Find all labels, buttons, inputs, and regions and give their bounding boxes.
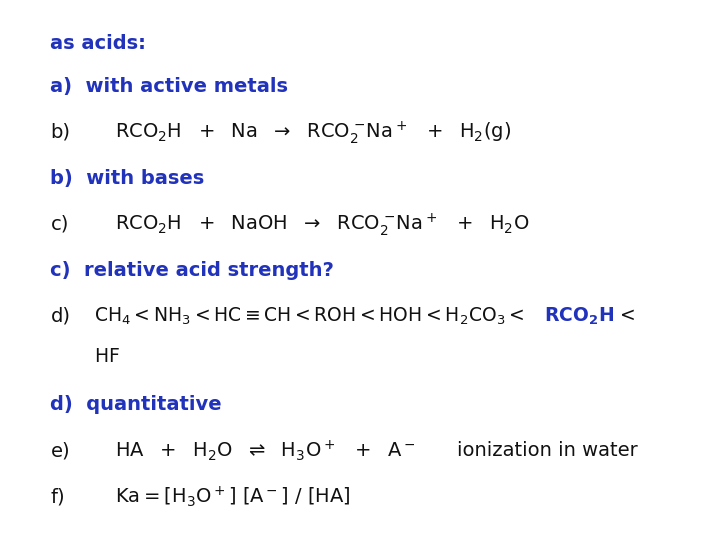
Text: f): f) xyxy=(50,487,65,507)
Text: c)  relative acid strength?: c) relative acid strength? xyxy=(50,260,334,280)
Text: a)  with active metals: a) with active metals xyxy=(50,77,289,96)
Text: $\mathrm{HF}$: $\mathrm{HF}$ xyxy=(94,347,120,366)
Text: $\mathrm{CH_4 < NH_3 < HC{\equiv}CH < ROH < HOH < H_2CO_3 <\ }$: $\mathrm{CH_4 < NH_3 < HC{\equiv}CH < RO… xyxy=(94,305,524,327)
Text: $\mathrm{RCO_2H\ \ +\ \ Na\ \ \rightarrow\ \ RCO_2^{\ \mathsf{-}}Na^+\ \ +\ \ H_: $\mathrm{RCO_2H\ \ +\ \ Na\ \ \rightarro… xyxy=(115,119,511,146)
Text: d): d) xyxy=(50,306,71,326)
Text: $\mathrm{RCO_2H\ \ +\ \ NaOH\ \ \rightarrow\ \ RCO_2^{\ \mathsf{-}}Na^+\ \ +\ \ : $\mathrm{RCO_2H\ \ +\ \ NaOH\ \ \rightar… xyxy=(115,211,530,238)
Text: $\mathrm{HA\ \ +\ \ H_2O\ \ \rightleftharpoons\ \ H_3O^+\ \ +\ \ A^-}$: $\mathrm{HA\ \ +\ \ H_2O\ \ \rightleftha… xyxy=(115,438,415,463)
Text: $\mathbf{RCO_2H}$: $\mathbf{RCO_2H}$ xyxy=(544,305,613,327)
Text: $\mathrm{<}$: $\mathrm{<}$ xyxy=(616,306,635,326)
Text: c): c) xyxy=(50,214,69,234)
Text: d)  quantitative: d) quantitative xyxy=(50,395,222,415)
Text: as acids:: as acids: xyxy=(50,33,146,53)
Text: b)  with bases: b) with bases xyxy=(50,168,204,188)
Text: $\mathrm{Ka = [H_3O^+]\ [A^-]\ /\ [HA]}$: $\mathrm{Ka = [H_3O^+]\ [A^-]\ /\ [HA]}$ xyxy=(115,484,351,509)
Text: ionization in water: ionization in water xyxy=(457,441,638,461)
Text: b): b) xyxy=(50,123,71,142)
Text: e): e) xyxy=(50,441,70,461)
